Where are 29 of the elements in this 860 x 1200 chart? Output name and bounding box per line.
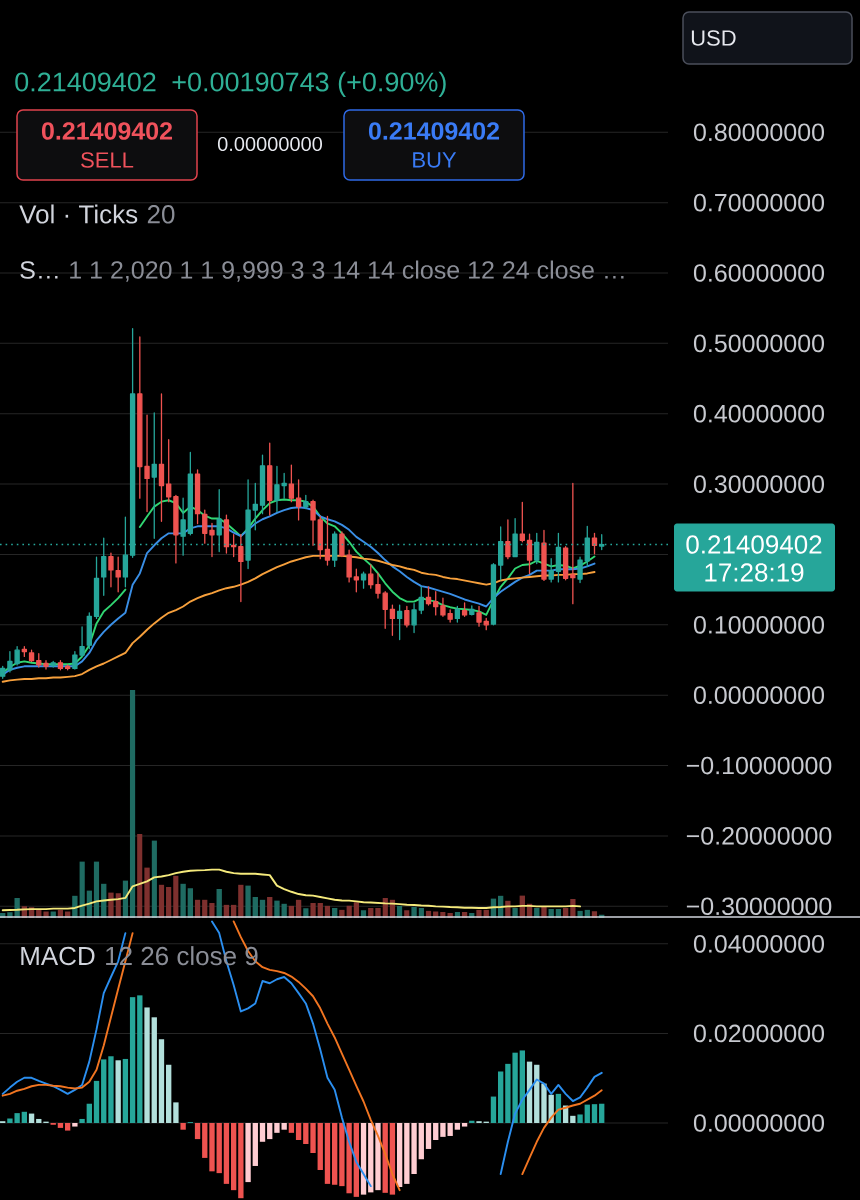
y-tick-label: 0.04000000 xyxy=(693,935,825,953)
text: USD xyxy=(691,30,736,46)
y-tick-label: 0.40000000 xyxy=(693,404,825,423)
y-tick-label: −0.20000000 xyxy=(686,827,832,845)
text: MACD xyxy=(21,946,95,966)
y-tick-label: 0.50000000 xyxy=(693,334,825,353)
ref-line-label: 0.21409402 xyxy=(686,535,822,554)
y-tick-label: 0.02000000 xyxy=(693,1024,825,1043)
y-tick-label: 0.00000000 xyxy=(693,686,825,705)
annotation: 0.21409402 xyxy=(15,72,156,92)
y-tick-label: 0.30000000 xyxy=(693,475,825,493)
annotation: +0.00190743 (+0.90%) xyxy=(172,71,446,97)
y-tick-label: 0.10000000 xyxy=(693,615,825,634)
y-tick-label: 0.70000000 xyxy=(693,193,825,212)
chart-title: Vol · Ticks xyxy=(19,204,138,224)
y-tick-label: 0.00000000 xyxy=(693,1114,825,1132)
annotation: 1 1 2,020 1 1 9,999 3 3 14 14 close 12 24 close … xyxy=(70,260,624,282)
y-tick-label: 0.80000000 xyxy=(693,123,825,142)
annotation: SELL xyxy=(81,152,134,168)
annotation: 0.21409402 xyxy=(41,122,173,140)
y-tick-label: −0.30000000 xyxy=(686,897,832,916)
annotation: 0.00000000 xyxy=(217,136,323,152)
text: 17:28:19 xyxy=(705,563,804,582)
annotation: BUY xyxy=(413,152,457,168)
y-tick-label: 0.60000000 xyxy=(693,264,825,282)
annotation: S… xyxy=(20,261,58,279)
annotation: 0.21409402 xyxy=(368,122,500,140)
y-tick-label: −0.10000000 xyxy=(686,756,832,775)
chart-subtitle: 20 xyxy=(147,205,175,224)
